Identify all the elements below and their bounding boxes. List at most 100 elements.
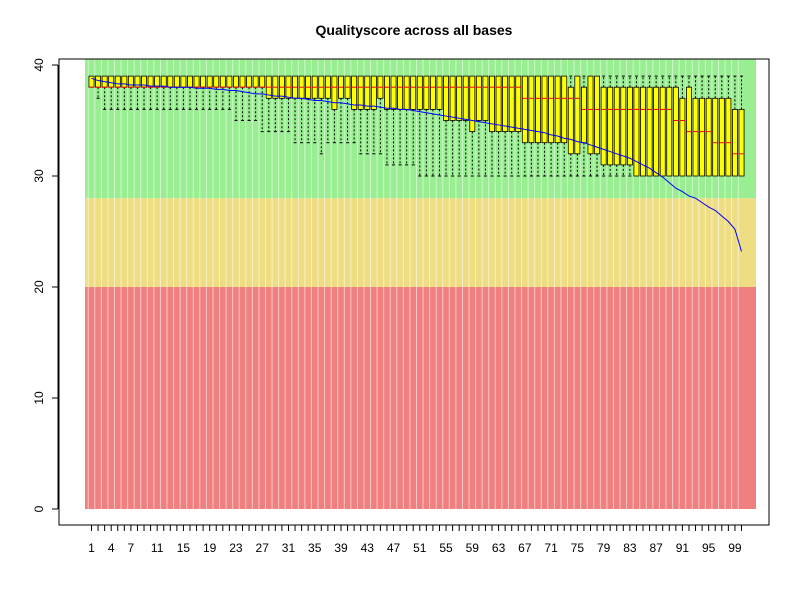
whiskers (96, 75, 743, 177)
box-position-62 (489, 75, 495, 132)
box-position-81 (613, 86, 620, 166)
box-position-95 (705, 97, 712, 177)
box-position-7 (127, 75, 134, 88)
y-tick-label: 10 (32, 391, 46, 405)
y-axis: 0 10 20 30 40 (32, 58, 59, 512)
x-tick-label: 87 (649, 541, 663, 555)
box-position-100 (738, 109, 745, 177)
x-tick-label: 43 (361, 541, 375, 555)
box-position-6 (121, 75, 128, 88)
box-position-98 (725, 97, 732, 177)
box-position-86 (646, 86, 653, 177)
box-position-42 (357, 75, 364, 110)
box-position-25 (246, 75, 253, 88)
box-position-71 (548, 75, 555, 144)
box-position-76 (580, 86, 587, 144)
box-position-4 (108, 75, 115, 88)
box-position-1 (88, 75, 95, 88)
median-marks (88, 86, 745, 155)
box-position-8 (134, 75, 141, 88)
box-position-22 (226, 75, 233, 88)
x-tick-label: 47 (387, 541, 401, 555)
x-tick-label: 51 (413, 541, 427, 555)
box-position-15 (180, 75, 187, 88)
position-stripes (87, 59, 739, 509)
x-tick-label: 23 (229, 541, 243, 555)
x-tick-label: 19 (203, 541, 217, 555)
x-tick-label: 75 (571, 541, 585, 555)
x-tick-label: 35 (308, 541, 322, 555)
box-position-60 (475, 75, 482, 121)
x-tick-label: 31 (282, 541, 296, 555)
box-position-68 (528, 75, 535, 144)
box-position-44 (370, 75, 377, 110)
box-position-80 (607, 86, 614, 166)
box-position-2 (95, 75, 102, 88)
box-position-58 (462, 75, 469, 121)
y-tick-label: 40 (32, 58, 46, 72)
box-position-46 (383, 75, 390, 110)
box-position-96 (712, 97, 719, 177)
box-position-59 (469, 75, 476, 132)
box-position-5 (114, 75, 121, 88)
box-position-99 (731, 109, 738, 177)
mean-quality-line (91, 77, 742, 252)
x-tick-label: 15 (177, 541, 191, 555)
box-position-85 (640, 86, 646, 177)
box-position-43 (364, 75, 371, 110)
x-tick-label: 59 (466, 541, 480, 555)
box-position-11 (154, 75, 161, 88)
x-tick-label: 55 (439, 541, 453, 555)
box-position-79 (600, 86, 607, 166)
box-position-69 (535, 75, 541, 144)
box-position-19 (206, 75, 213, 88)
box-position-63 (495, 75, 502, 132)
box-position-13 (167, 75, 174, 88)
box-position-26 (252, 75, 259, 88)
box-position-49 (403, 75, 410, 110)
box-position-41 (351, 75, 358, 110)
x-tick-label: 95 (702, 541, 716, 555)
box-position-17 (193, 75, 200, 88)
quality-band-reasonable (85, 198, 756, 287)
y-tick-label: 20 (32, 280, 46, 294)
box-position-72 (554, 75, 561, 144)
box-position-54 (436, 75, 443, 110)
x-tick-label: 39 (334, 541, 348, 555)
x-tick-label: 91 (676, 541, 690, 555)
box-position-89 (666, 86, 673, 177)
box-position-27 (259, 75, 266, 88)
box-position-73 (561, 75, 568, 144)
box-position-82 (620, 86, 627, 166)
box-position-55 (443, 75, 450, 121)
box-position-24 (239, 75, 246, 88)
box-position-74 (567, 86, 574, 155)
box-position-20 (213, 75, 220, 88)
boxes (88, 75, 745, 177)
box-position-90 (672, 86, 679, 177)
box-position-50 (410, 75, 417, 110)
x-tick-label: 83 (623, 541, 637, 555)
box-position-48 (397, 75, 404, 110)
box-position-93 (692, 97, 699, 177)
box-position-38 (331, 75, 338, 110)
box-position-47 (390, 75, 397, 110)
box-position-57 (456, 75, 463, 121)
box-position-67 (521, 75, 528, 144)
box-position-94 (699, 97, 706, 177)
box-position-56 (449, 75, 456, 121)
box-position-12 (160, 75, 167, 88)
box-position-88 (659, 86, 666, 177)
box-position-16 (187, 75, 193, 88)
y-tick-label: 0 (32, 505, 46, 512)
box-position-84 (633, 86, 640, 177)
box-position-61 (482, 75, 489, 121)
box-position-51 (416, 75, 423, 110)
box-position-87 (653, 86, 660, 177)
box-position-70 (541, 75, 548, 144)
box-position-97 (718, 97, 725, 177)
quality-band-poor (85, 287, 756, 509)
box-position-64 (502, 75, 509, 132)
x-tick-label: 63 (492, 541, 506, 555)
